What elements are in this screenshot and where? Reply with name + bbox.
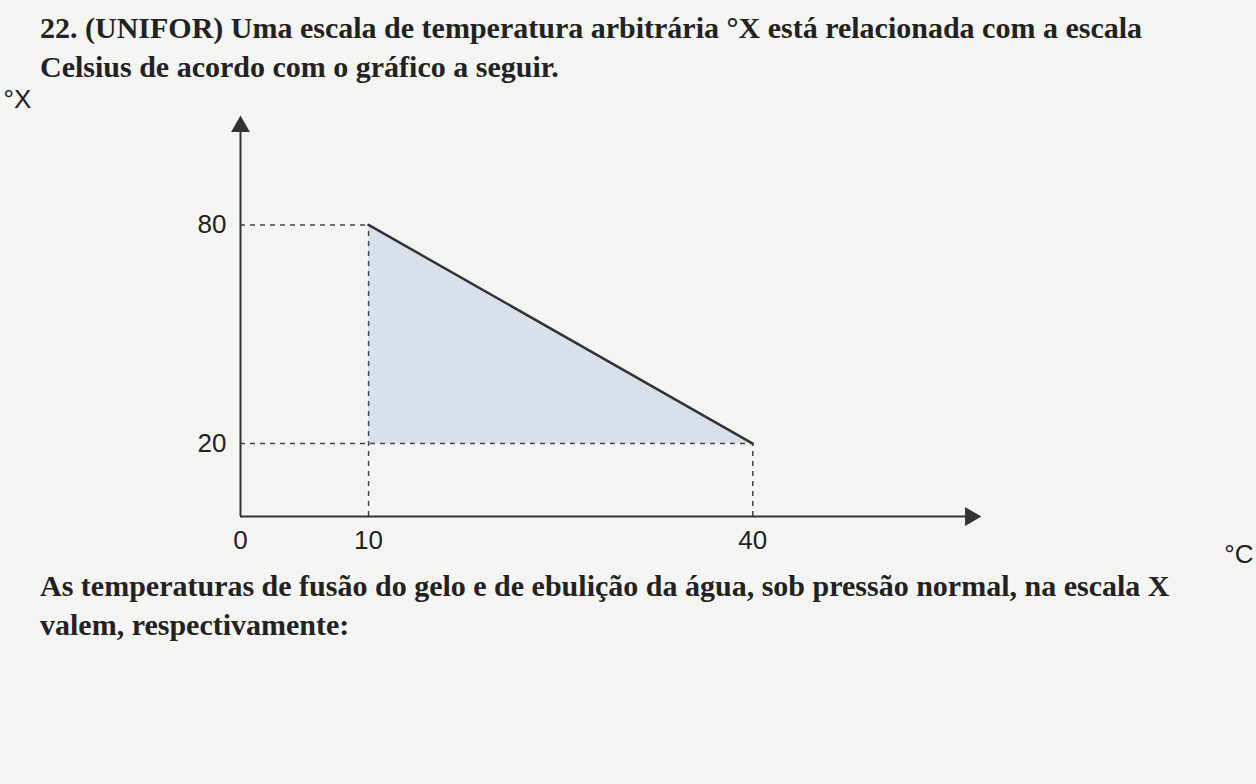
html-text:22. (UNIFOR) Uma escala de tem: 22. (UNIFOR) Uma escala de temperatura a… bbox=[40, 11, 1142, 83]
svg-text:°X: °X bbox=[4, 86, 32, 114]
svg-text:0: 0 bbox=[233, 525, 247, 555]
svg-text:20: 20 bbox=[198, 428, 227, 458]
html-text:As temperaturas de fusão do ge: As temperaturas de fusão do gelo e de eb… bbox=[40, 569, 1170, 641]
svg-text:10: 10 bbox=[354, 525, 383, 555]
svg-text:40: 40 bbox=[738, 525, 767, 555]
svg-text:°C: °C bbox=[1224, 539, 1253, 567]
svg-text:80: 80 bbox=[198, 209, 227, 239]
